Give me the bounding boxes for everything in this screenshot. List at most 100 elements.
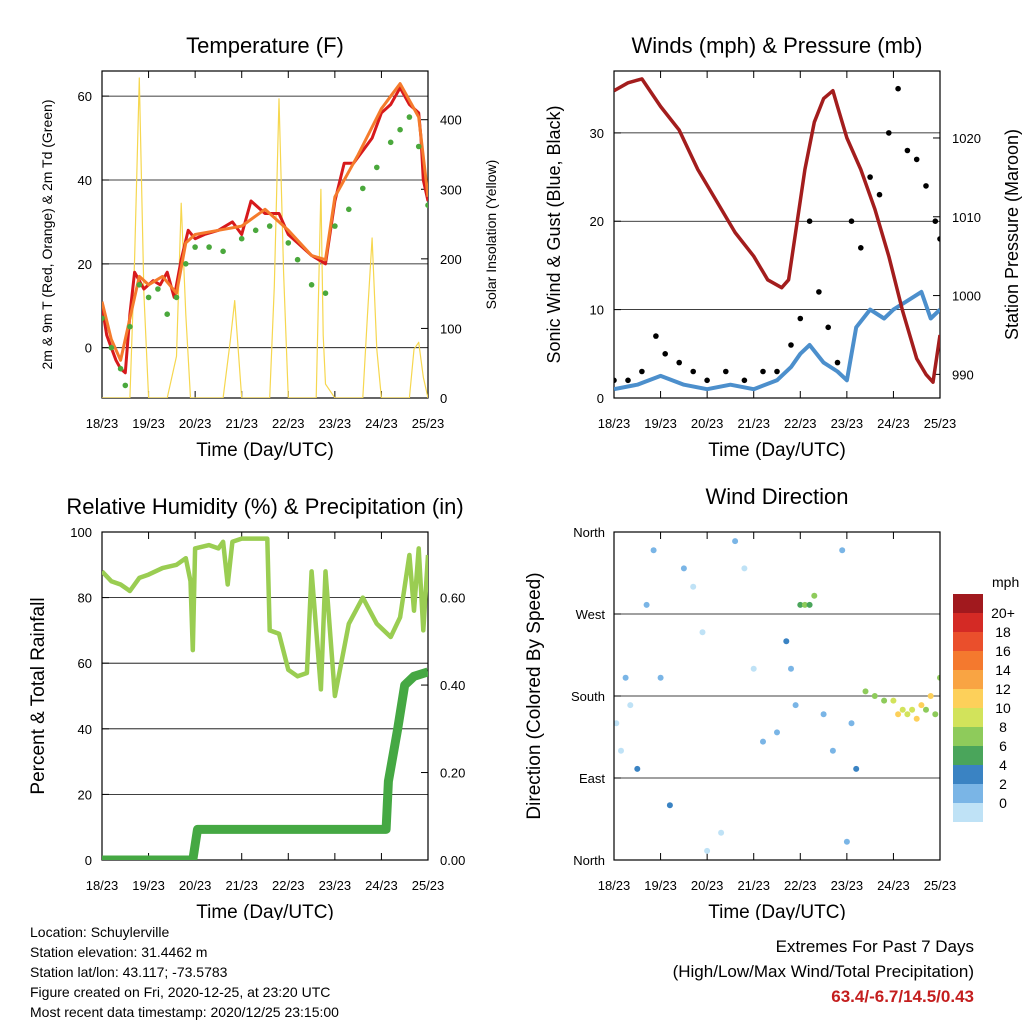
direction-point xyxy=(634,765,641,772)
x-tick-label: 21/23 xyxy=(225,878,258,893)
colorbar-label: 16 xyxy=(995,643,1011,659)
data-point xyxy=(806,218,813,224)
data-point xyxy=(923,183,929,189)
y-tick-label: 100 xyxy=(70,525,92,540)
data-point xyxy=(614,377,617,384)
direction-point xyxy=(862,688,869,695)
x-tick-label: 19/23 xyxy=(132,878,165,893)
x-tick-label: 18/23 xyxy=(86,878,119,893)
direction-point xyxy=(848,720,855,727)
y-tick-label: 20 xyxy=(590,214,604,229)
y-tick-right-label: 300 xyxy=(440,182,462,197)
series-line xyxy=(102,667,428,860)
data-point xyxy=(876,191,883,198)
direction-point xyxy=(622,674,629,681)
direction-point xyxy=(614,720,620,727)
data-point xyxy=(867,174,873,180)
direction-point xyxy=(643,601,650,608)
y-tick-label: North xyxy=(573,525,605,540)
x-tick-label: 24/23 xyxy=(877,416,910,431)
data-point xyxy=(155,286,161,292)
winds-series xyxy=(614,77,940,392)
wind-direction-plot-frame xyxy=(613,531,941,861)
direction-point xyxy=(618,747,624,754)
data-point xyxy=(145,294,152,301)
extremes-summary: Extremes For Past 7 Days (High/Low/Max W… xyxy=(673,934,974,1009)
direction-point xyxy=(699,629,706,636)
x-tick-label: 24/23 xyxy=(877,878,910,893)
wind-direction-xlabel: Time (Day/UTC) xyxy=(708,902,846,920)
series-line xyxy=(102,86,428,375)
data-point xyxy=(173,294,180,301)
data-point xyxy=(127,323,133,330)
data-point xyxy=(252,227,259,234)
x-tick-label: 20/23 xyxy=(691,878,724,893)
data-point xyxy=(834,359,841,366)
data-point xyxy=(266,223,273,229)
x-tick-label: 22/23 xyxy=(272,416,305,431)
y-tick-right-label: 1010 xyxy=(952,210,981,225)
data-point xyxy=(164,311,170,318)
data-point xyxy=(192,244,198,250)
y-tick-right-label: 0.20 xyxy=(440,766,465,781)
direction-point xyxy=(783,638,790,645)
x-tick-label: 21/23 xyxy=(737,416,770,431)
x-tick-label: 23/23 xyxy=(831,878,864,893)
data-point xyxy=(117,365,124,372)
station-latlon: Station lat/lon: 43.117; -73.5783 xyxy=(30,964,228,980)
y-tick-label: 20 xyxy=(78,787,92,802)
data-point xyxy=(322,290,329,297)
direction-point xyxy=(741,565,748,572)
humidity-title: Relative Humidity (%) & Precipitation (i… xyxy=(66,494,463,519)
station-elevation: Station elevation: 31.4462 m xyxy=(30,944,208,960)
x-tick-label: 18/23 xyxy=(598,878,631,893)
y-tick-label: 0 xyxy=(597,391,604,406)
humidity-ylabel: Percent & Total Rainfall xyxy=(28,597,49,794)
y-tick-label: 0 xyxy=(85,853,92,868)
winds-panel: Winds (mph) & Pressure (mb) Time (Day/UTC… xyxy=(544,33,1022,461)
direction-point xyxy=(704,847,711,854)
meteogram-figure: Temperature (F) Time (Day/UTC) 18/23 19/23 2… xyxy=(28,33,1022,920)
wind-direction-title: Wind Direction xyxy=(705,484,848,509)
data-point xyxy=(294,256,301,263)
humidity-panel: Relative Humidity (%) & Precipitation (i… xyxy=(28,494,465,920)
data-point xyxy=(397,126,403,133)
data-point xyxy=(285,240,292,246)
x-tick-label: 20/23 xyxy=(179,416,212,431)
direction-point xyxy=(918,702,925,709)
data-point xyxy=(206,244,212,250)
x-tick-label: 22/23 xyxy=(784,878,817,893)
data-point xyxy=(387,139,394,146)
data-point xyxy=(825,324,831,331)
y-tick-right-label: 0 xyxy=(440,391,447,406)
x-tick-label: 19/23 xyxy=(132,416,165,431)
data-point xyxy=(102,315,105,322)
temperature-series xyxy=(102,77,428,398)
y-tick-right-label: 0.60 xyxy=(440,591,465,606)
speed-colorbar: mph 20+ 18 16 14 12 10 8 6 4 2 0 xyxy=(953,574,1019,822)
direction-point xyxy=(932,711,939,718)
x-tick-label: 23/23 xyxy=(319,878,352,893)
direction-point xyxy=(792,702,799,709)
direction-point xyxy=(923,706,929,713)
data-point xyxy=(639,368,645,375)
direction-point xyxy=(913,715,920,722)
colorbar-label: 20+ xyxy=(991,605,1015,621)
direction-point xyxy=(774,729,780,736)
direction-point xyxy=(904,711,911,718)
x-tick-label: 25/23 xyxy=(412,878,445,893)
colorbar-swatch xyxy=(953,613,983,632)
data-point xyxy=(913,156,920,163)
direction-point xyxy=(680,565,687,572)
data-point xyxy=(662,351,668,357)
data-point xyxy=(937,236,940,242)
colorbar-label: 2 xyxy=(999,776,1007,792)
data-point xyxy=(848,218,855,224)
direction-point xyxy=(811,592,818,599)
direction-point xyxy=(820,711,827,718)
colorbar-label: 18 xyxy=(995,624,1011,640)
colorbar-label: 10 xyxy=(995,700,1011,716)
colorbar-unit: mph xyxy=(992,574,1019,590)
x-tick-label: 19/23 xyxy=(644,416,677,431)
